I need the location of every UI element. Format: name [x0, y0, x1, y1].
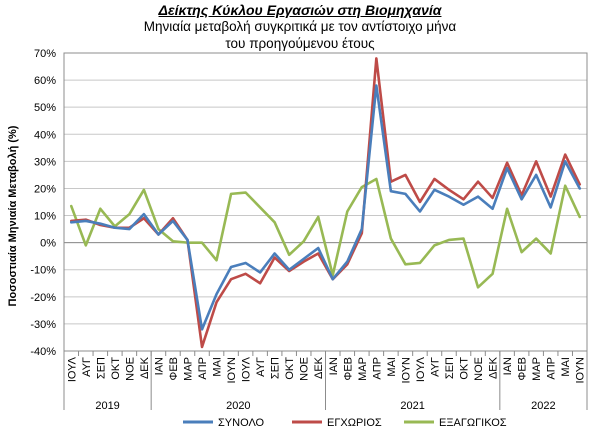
x-tick-label: ΑΠΡ	[546, 357, 558, 380]
y-tick-label: 50%	[34, 102, 56, 114]
x-tick-label: ΜΑΙ	[212, 357, 224, 377]
x-tick-label: ΙΟΥΝ	[575, 357, 587, 384]
y-tick-label: 0%	[40, 238, 56, 250]
x-tick-label: ΑΥΓ	[429, 357, 441, 377]
x-tick-label: ΙΟΥΝ	[226, 357, 238, 384]
y-tick-label: 30%	[34, 156, 56, 168]
x-tick-label: ΑΠΡ	[197, 357, 209, 380]
x-tick-label: ΝΟΕ	[473, 357, 485, 381]
x-tick-label: ΑΥΓ	[81, 357, 93, 377]
x-tick-label: ΣΕΠ	[270, 357, 282, 379]
year-label: 2020	[226, 400, 250, 412]
y-tick-label: 70%	[34, 48, 56, 60]
x-tick-label: ΟΚΤ	[284, 357, 296, 380]
year-label: 2019	[95, 400, 119, 412]
x-tick-label: ΙΑΝ	[153, 357, 165, 375]
legend-label: ΕΓΧΩΡΙΟΣ	[327, 417, 382, 429]
series-lines	[69, 57, 582, 349]
series-line	[69, 84, 582, 331]
x-tick-label: ΑΠΡ	[371, 357, 383, 380]
x-tick-label: ΜΑΙ	[560, 357, 572, 377]
x-tick-label: ΙΟΥΛ	[66, 356, 78, 382]
x-tick-label: ΙΟΥΛ	[415, 356, 427, 382]
x-tick-label: ΙΑΝ	[502, 357, 514, 375]
x-tick-label: ΔΕΚ	[139, 356, 151, 379]
y-tick-label: 10%	[34, 211, 56, 223]
legend-label: ΕΞΑΓΩΓΙΚΟΣ	[439, 417, 507, 429]
y-axis-ticks: -40% -30% -20% -10% 0% 10% 20% 30% 40% 50% 60% 70%	[30, 48, 56, 358]
x-tick-label: ΑΥΓ	[255, 357, 267, 377]
series-line	[69, 177, 582, 289]
x-axis-ticks: ΙΟΥΛ ΑΥΓ ΣΕΠ ΟΚΤ ΝΟΕ ΔΕΚ ΙΑΝ ΦΕΒ ΜΑΡ ΑΠΡ ΜΑΙ ΙΟΥΝ ΙΟ…	[63, 351, 588, 412]
x-tick-label: ΟΚΤ	[459, 357, 471, 380]
x-tick-label: ΔΕΚ	[488, 356, 500, 379]
x-tick-label: ΦΕΒ	[517, 357, 529, 380]
x-tick-label: ΦΕΒ	[342, 357, 354, 380]
y-tick-label: -20%	[30, 292, 56, 304]
y-tick-label: -10%	[30, 265, 56, 277]
legend: ΣΥΝΟΛΟ ΕΓΧΩΡΙΟΣ ΕΞΑΓΩΓΙΚΟΣ	[183, 417, 507, 429]
y-axis-label: Ποσοστιαία Μηνιαία Μεταβολή (%)	[7, 125, 19, 306]
axes	[63, 52, 588, 352]
x-tick-label: ΝΟΕ	[124, 357, 136, 381]
plot-area-border	[63, 52, 588, 352]
x-tick-label: ΔΕΚ	[313, 356, 325, 379]
y-tick-label: 20%	[34, 183, 56, 195]
x-tick-label: ΣΕΠ	[95, 357, 107, 379]
x-tick-label: ΜΑΡ	[182, 357, 194, 381]
gridlines	[64, 52, 587, 352]
y-tick-label: 60%	[34, 75, 56, 87]
legend-label: ΣΥΝΟΛΟ	[218, 417, 265, 429]
y-tick-label: 40%	[34, 129, 56, 141]
year-label: 2021	[400, 400, 424, 412]
x-tick-label: ΙΟΥΝ	[400, 357, 412, 384]
chart-title: Δείκτης Κύκλου Εργασιών στη Βιομηχανία	[158, 2, 442, 18]
x-tick-label: ΜΑΡ	[357, 357, 369, 381]
x-tick-label: ΜΑΡ	[531, 357, 543, 381]
x-tick-label: ΣΕΠ	[444, 357, 456, 379]
x-tick-label: ΦΕΒ	[168, 357, 180, 380]
x-tick-label: ΙΑΝ	[328, 357, 340, 375]
chart-subtitle-line2: του προηγούμενου έτους	[225, 36, 375, 51]
y-tick-label: -30%	[30, 319, 56, 331]
year-label: 2022	[531, 400, 555, 412]
x-tick-label: ΜΑΙ	[386, 357, 398, 377]
x-tick-label: ΙΟΥΛ	[241, 356, 253, 382]
x-tick-label: ΝΟΕ	[299, 357, 311, 381]
x-tick-label: ΟΚΤ	[110, 357, 122, 380]
y-tick-label: -40%	[30, 346, 56, 358]
chart-subtitle-line1: Μηνιαία μεταβολή συγκριτικά με τον αντίσ…	[143, 19, 457, 34]
